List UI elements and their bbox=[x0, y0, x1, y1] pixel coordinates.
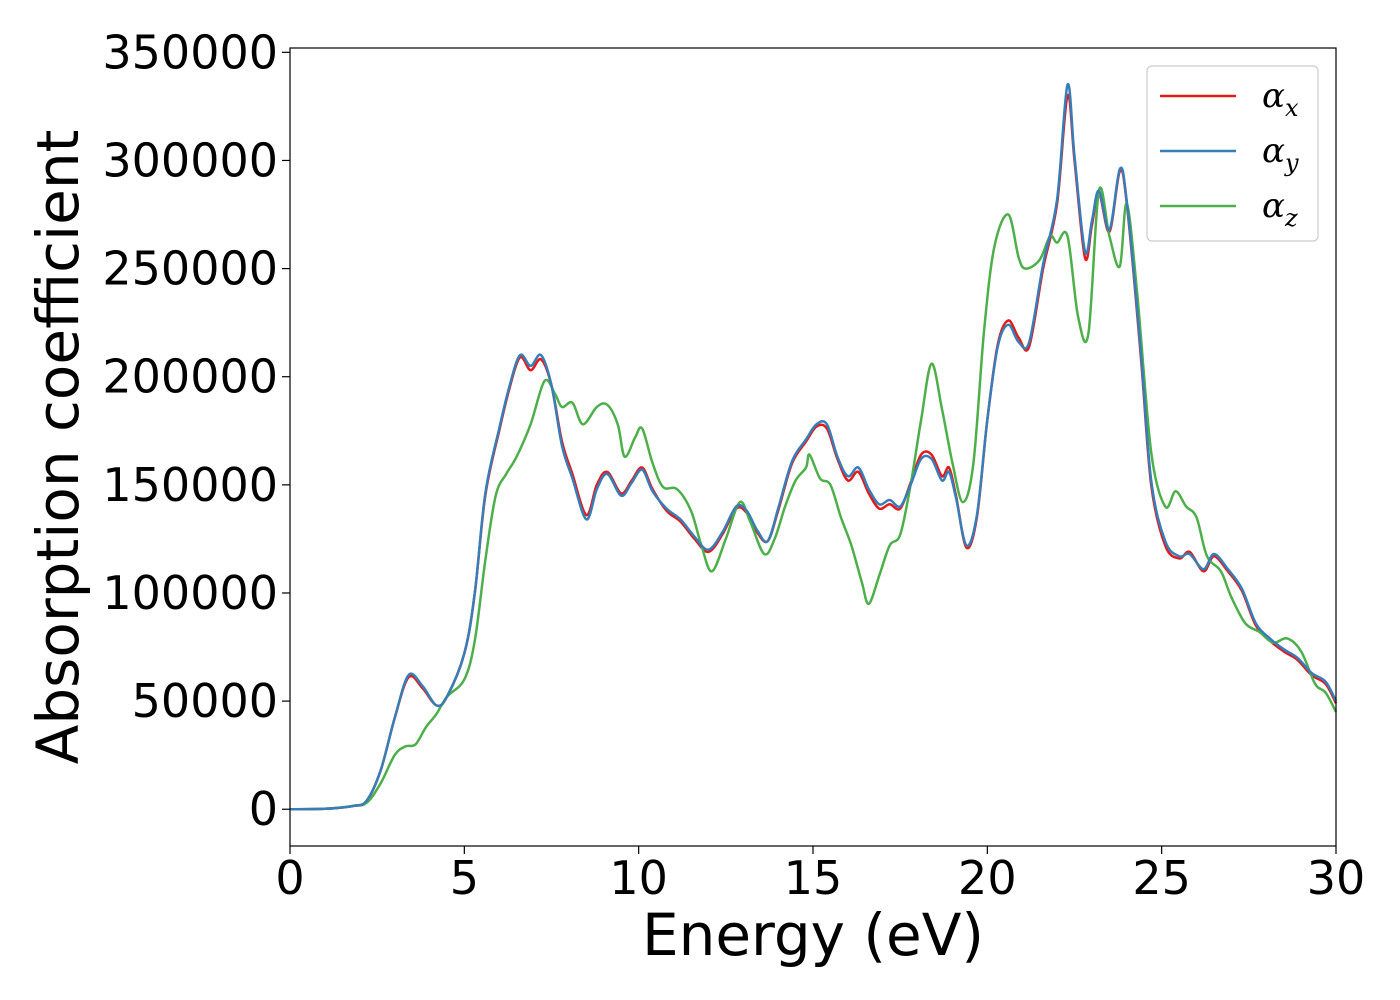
legend-label-base: α bbox=[1262, 76, 1285, 116]
y-axis-label: Absorption coefficient bbox=[24, 130, 92, 765]
x-tick-label: 0 bbox=[275, 851, 304, 905]
x-tick-label: 30 bbox=[1307, 851, 1366, 905]
legend-label-base: α bbox=[1262, 131, 1285, 171]
legend-label-subscript: z bbox=[1284, 204, 1298, 232]
x-tick-label: 10 bbox=[609, 851, 668, 905]
x-tick-label: 15 bbox=[784, 851, 843, 905]
plot-lines bbox=[289, 83, 1338, 811]
y-tick-label: 150000 bbox=[102, 458, 278, 512]
legend-box bbox=[1146, 65, 1319, 242]
x-axis-label: Energy (eV) bbox=[642, 901, 984, 969]
y-tick-label: 250000 bbox=[102, 242, 278, 296]
series-line-y bbox=[289, 83, 1338, 811]
legend-label-base: α bbox=[1262, 186, 1285, 226]
series-line-z bbox=[289, 186, 1338, 811]
y-tick-label: 100000 bbox=[102, 566, 278, 620]
plot-frame bbox=[289, 47, 1337, 847]
y-tick-label: 200000 bbox=[102, 350, 278, 404]
y-tick-label: 50000 bbox=[132, 674, 278, 728]
x-tick-label: 20 bbox=[958, 851, 1017, 905]
legend-label-subscript: y bbox=[1284, 149, 1299, 177]
y-tick-label: 350000 bbox=[102, 25, 278, 79]
y-tick-label: 300000 bbox=[102, 133, 278, 187]
legend-label-subscript: x bbox=[1285, 94, 1299, 122]
legend-label-y: αy bbox=[1262, 131, 1299, 177]
x-axis-ticks: 0 5 10 15 20 25 30 bbox=[275, 846, 1365, 905]
legend-label-z: αz bbox=[1262, 186, 1298, 232]
y-tick-label: 0 bbox=[249, 782, 278, 836]
x-tick-label: 5 bbox=[450, 851, 479, 905]
y-axis-ticks: 0 50000 100000 150000 200000 250000 300000 3500… bbox=[102, 25, 290, 836]
x-tick-label: 25 bbox=[1132, 851, 1191, 905]
legend-label-x: αx bbox=[1262, 76, 1299, 122]
